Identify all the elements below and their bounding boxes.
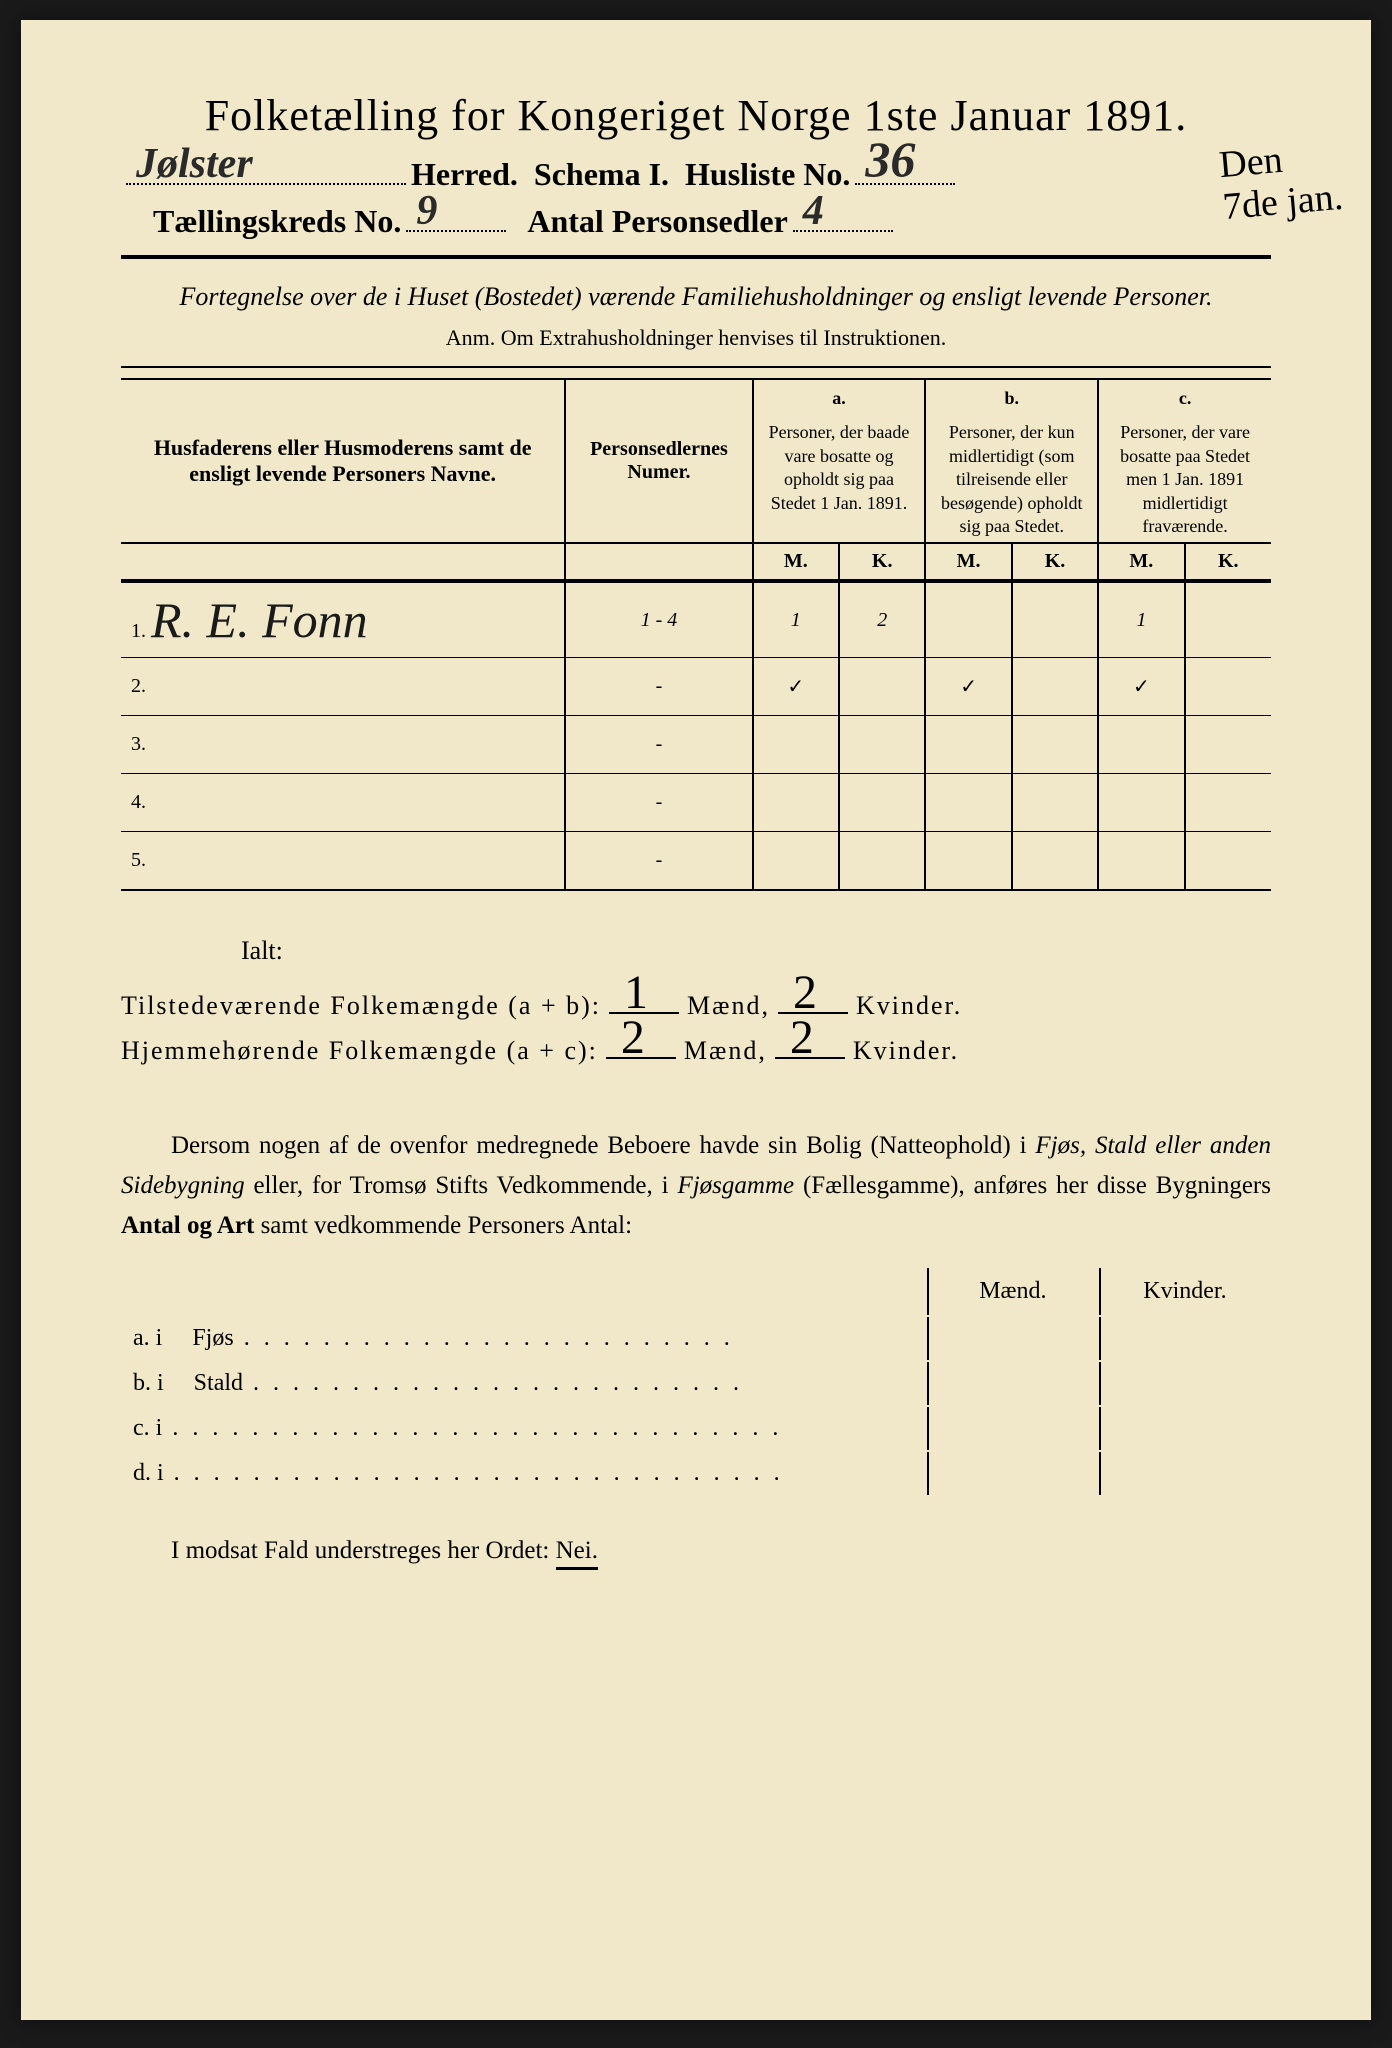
building-row-d: d. i . . . . . . . . . . . . . . . . . .… (123, 1452, 1269, 1495)
building-row-c: c. i . . . . . . . . . . . . . . . . . .… (123, 1407, 1269, 1450)
col-names-header: Husfaderens eller Husmoderens samt de en… (121, 379, 565, 543)
table-row: 5. - (121, 832, 1271, 890)
divider (121, 255, 1271, 259)
buildings-table: Mænd. Kvinder. a. i Fjøs . . . . . . . .… (121, 1266, 1271, 1497)
husliste-field: 36 (855, 183, 955, 185)
page-title: Folketælling for Kongeriget Norge 1ste J… (121, 90, 1271, 141)
col-num-header: Personsedlernes Numer. (565, 379, 752, 543)
instructions-paragraph: Dersom nogen af de ovenfor medregnede Be… (121, 1126, 1271, 1246)
margin-date-note: Den 7de jan. (1217, 135, 1344, 229)
census-form-page: Folketælling for Kongeriget Norge 1ste J… (21, 20, 1371, 2020)
divider (121, 366, 1271, 368)
annotation-note: Anm. Om Extrahusholdninger henvises til … (121, 325, 1271, 351)
resident-men-field: 2 (606, 1057, 676, 1059)
col-b-label: b. (925, 379, 1098, 417)
header-line-1: Jølster Herred. Schema I. Husliste No. 3… (121, 156, 1271, 193)
table-row: 1. R. E. Fonn 1 - 4 1 2 1 (121, 581, 1271, 658)
building-row-b: b. i Stald . . . . . . . . . . . . . . .… (123, 1362, 1269, 1405)
subtitle: Fortegnelse over de i Huset (Bostedet) v… (121, 279, 1271, 315)
buildings-header: Mænd. Kvinder. (123, 1268, 1269, 1315)
herred-field: Jølster (126, 183, 406, 185)
table-row: 3. - (121, 716, 1271, 774)
personsedler-field: 4 (793, 230, 893, 232)
col-c-label: c. (1098, 379, 1271, 417)
totals-section: Ialt: Tilstedeværende Folkemængde (a + b… (121, 936, 1271, 1066)
final-instruction: I modsat Fald understreges her Ordet: Ne… (121, 1537, 1271, 1565)
col-a-desc: Personer, der baade vare bosatte og opho… (753, 417, 926, 543)
census-table: Husfaderens eller Husmoderens samt de en… (121, 378, 1271, 890)
nei-word: Nei. (556, 1537, 598, 1570)
header-line-2: Tællingskreds No. 9 Antal Personsedler 4 (121, 203, 1271, 240)
table-row: 4. - (121, 774, 1271, 832)
col-b-desc: Personer, der kun midlertidigt (som tilr… (925, 417, 1098, 543)
present-total-line: Tilstedeværende Folkemængde (a + b): 1 M… (121, 991, 1271, 1021)
col-c-desc: Personer, der vare bosatte paa Stedet me… (1098, 417, 1271, 543)
resident-women-field: 2 (775, 1057, 845, 1059)
resident-total-line: Hjemmehørende Folkemængde (a + c): 2 Mæn… (121, 1036, 1271, 1066)
table-header-labels: Husfaderens eller Husmoderens samt de en… (121, 379, 1271, 417)
kreds-field: 9 (406, 230, 506, 232)
building-row-a: a. i Fjøs . . . . . . . . . . . . . . . … (123, 1317, 1269, 1360)
table-row: 2. - ✓ ✓ ✓ (121, 658, 1271, 716)
table-mk-header: M. K. M. K. M. K. (121, 543, 1271, 581)
ialt-label: Ialt: (241, 936, 1271, 966)
col-a-label: a. (753, 379, 926, 417)
